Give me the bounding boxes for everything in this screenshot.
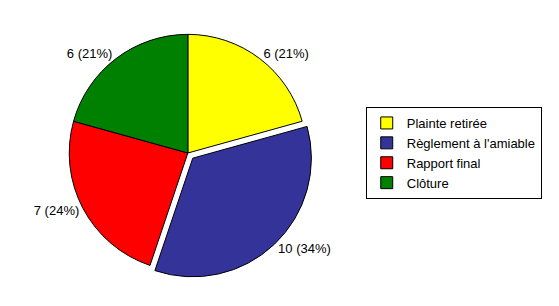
- svg-text:Clôture: Clôture: [407, 176, 449, 191]
- svg-text:6 (21%): 6 (21%): [263, 46, 309, 61]
- svg-text:Rapport final: Rapport final: [407, 156, 481, 171]
- svg-text:10 (34%): 10 (34%): [278, 241, 331, 256]
- svg-text:Plainte retirée: Plainte retirée: [407, 116, 487, 131]
- svg-text:7 (24%): 7 (24%): [34, 203, 80, 218]
- svg-text:Règlement à l'amiable: Règlement à l'amiable: [407, 136, 535, 151]
- svg-text:6 (21%): 6 (21%): [67, 46, 113, 61]
